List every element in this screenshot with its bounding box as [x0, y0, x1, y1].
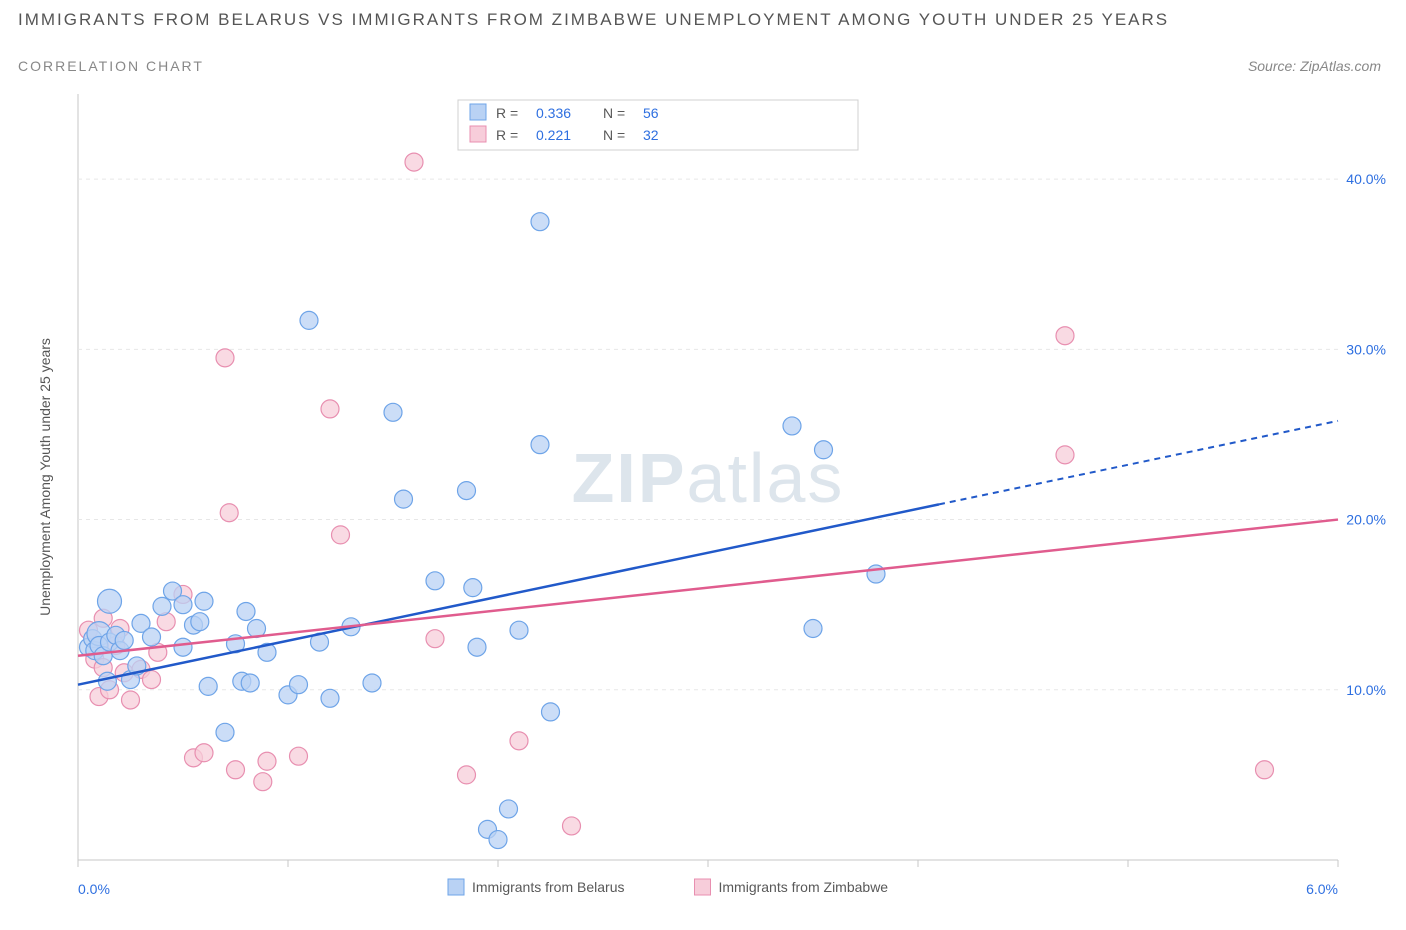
scatter-point-belarus: [300, 311, 318, 329]
legend-n-value: 32: [643, 127, 659, 143]
scatter-point-belarus: [115, 631, 133, 649]
chart-title: IMMIGRANTS FROM BELARUS VS IMMIGRANTS FR…: [18, 10, 1169, 30]
trend-line-dashed-belarus: [939, 421, 1338, 505]
scatter-point-belarus: [174, 596, 192, 614]
scatter-point-belarus: [241, 674, 259, 692]
legend-r-label: R =: [496, 127, 518, 143]
scatter-point-belarus: [98, 672, 116, 690]
scatter-point-belarus: [321, 689, 339, 707]
y-tick-label: 10.0%: [1346, 682, 1386, 698]
legend-n-value: 56: [643, 105, 659, 121]
scatter-point-belarus: [143, 628, 161, 646]
scatter-point-belarus: [531, 436, 549, 454]
scatter-point-zimbabwe: [195, 744, 213, 762]
x-tick-label: 0.0%: [78, 881, 110, 897]
y-tick-label: 20.0%: [1346, 512, 1386, 528]
scatter-point-belarus: [510, 621, 528, 639]
scatter-point-belarus: [237, 602, 255, 620]
chart-source: Source: ZipAtlas.com: [1248, 58, 1381, 74]
scatter-point-belarus: [783, 417, 801, 435]
scatter-point-belarus: [98, 589, 122, 613]
scatter-point-zimbabwe: [563, 817, 581, 835]
scatter-point-belarus: [195, 592, 213, 610]
legend-n-label: N =: [603, 127, 625, 143]
scatter-point-belarus: [489, 831, 507, 849]
scatter-point-belarus: [384, 403, 402, 421]
scatter-point-belarus: [500, 800, 518, 818]
scatter-point-zimbabwe: [405, 153, 423, 171]
legend-r-label: R =: [496, 105, 518, 121]
legend-n-label: N =: [603, 105, 625, 121]
scatter-point-zimbabwe: [510, 732, 528, 750]
trend-line-zimbabwe: [78, 520, 1338, 656]
legend-label-bottom: Immigrants from Zimbabwe: [719, 879, 889, 895]
scatter-point-belarus: [531, 213, 549, 231]
watermark: ZIPatlas: [572, 439, 845, 517]
scatter-point-zimbabwe: [290, 747, 308, 765]
scatter-chart: 10.0% 20.0% 30.0% 40.0% 0.0% 6.0% ZIPatlas Unem…: [18, 90, 1388, 910]
scatter-point-zimbabwe: [216, 349, 234, 367]
scatter-point-belarus: [363, 674, 381, 692]
scatter-point-belarus: [804, 619, 822, 637]
legend-swatch-bottom: [695, 879, 711, 895]
scatter-point-zimbabwe: [426, 630, 444, 648]
chart-area: 10.0% 20.0% 30.0% 40.0% 0.0% 6.0% ZIPatlas Unem…: [18, 90, 1388, 910]
scatter-point-belarus: [815, 441, 833, 459]
scatter-point-zimbabwe: [332, 526, 350, 544]
scatter-point-belarus: [174, 638, 192, 656]
y-tick-label: 30.0%: [1346, 341, 1386, 357]
legend-swatch-bottom: [448, 879, 464, 895]
scatter-point-zimbabwe: [122, 691, 140, 709]
scatter-point-belarus: [426, 572, 444, 590]
chart-subtitle: CORRELATION CHART: [18, 58, 204, 74]
scatter-point-zimbabwe: [1056, 327, 1074, 345]
scatter-point-belarus: [395, 490, 413, 508]
scatter-point-zimbabwe: [258, 752, 276, 770]
legend-swatch: [470, 126, 486, 142]
x-tick-label: 6.0%: [1306, 881, 1338, 897]
scatter-point-belarus: [153, 597, 171, 615]
scatter-point-zimbabwe: [458, 766, 476, 784]
scatter-point-belarus: [216, 723, 234, 741]
scatter-point-zimbabwe: [220, 504, 238, 522]
scatter-point-zimbabwe: [227, 761, 245, 779]
legend-r-value: 0.336: [536, 105, 571, 121]
scatter-point-belarus: [458, 482, 476, 500]
legend-label-bottom: Immigrants from Belarus: [472, 879, 624, 895]
scatter-point-zimbabwe: [143, 671, 161, 689]
legend-r-value: 0.221: [536, 127, 571, 143]
scatter-point-belarus: [542, 703, 560, 721]
y-tick-label: 40.0%: [1346, 171, 1386, 187]
y-axis-label: Unemployment Among Youth under 25 years: [37, 338, 53, 616]
scatter-point-belarus: [290, 676, 308, 694]
scatter-point-zimbabwe: [321, 400, 339, 418]
legend-swatch: [470, 104, 486, 120]
scatter-point-zimbabwe: [1256, 761, 1274, 779]
scatter-point-belarus: [191, 613, 209, 631]
scatter-point-belarus: [199, 677, 217, 695]
scatter-point-belarus: [464, 579, 482, 597]
scatter-point-belarus: [468, 638, 486, 656]
scatter-point-zimbabwe: [254, 773, 272, 791]
scatter-point-zimbabwe: [1056, 446, 1074, 464]
